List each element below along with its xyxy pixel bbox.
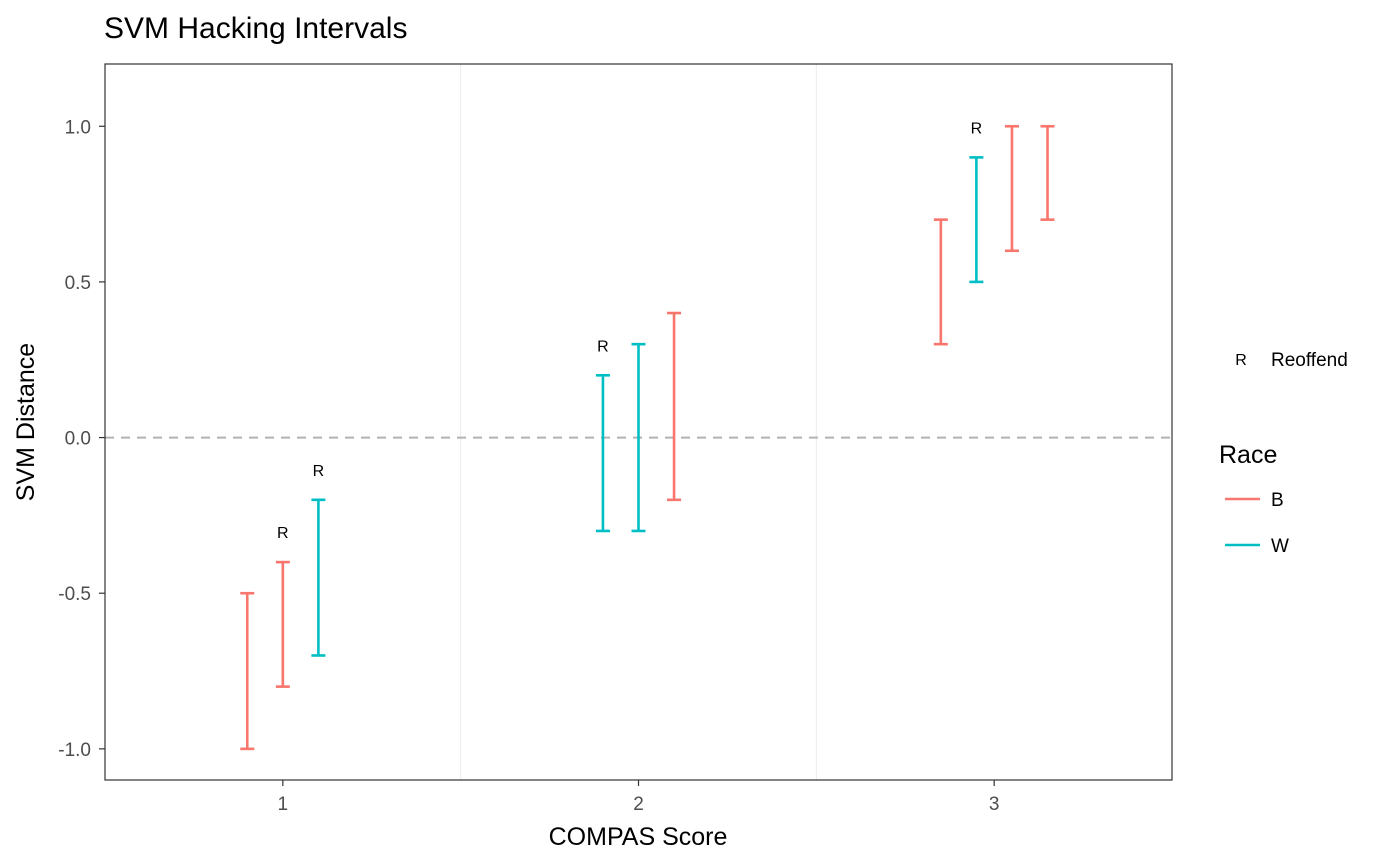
y-tick-label: 0.0 — [65, 429, 91, 450]
reoffend-label: R — [971, 120, 983, 137]
interval-marks: R R R R — [240, 120, 1055, 751]
error-bar-w — [631, 342, 646, 533]
error-bar-b — [1040, 124, 1055, 221]
y-tick-label: 1.0 — [65, 117, 91, 138]
reoffend-label: R — [597, 338, 609, 355]
legend: R Reoffend Race B W — [1219, 350, 1348, 557]
x-axis: 1 2 3 — [278, 780, 1000, 815]
legend-label-w: W — [1271, 536, 1289, 557]
legend-race-title: Race — [1219, 441, 1277, 469]
error-bar-b — [667, 311, 682, 502]
x-tick-label: 1 — [278, 794, 289, 815]
x-tick-label: 2 — [633, 794, 644, 815]
error-bar-b — [240, 591, 255, 751]
legend-reoffend-symbol: R — [1235, 352, 1247, 369]
y-tick-label: -0.5 — [58, 584, 91, 605]
legend-label-b: B — [1271, 490, 1284, 511]
error-bar-w — [595, 374, 610, 533]
error-bar-w — [969, 156, 984, 284]
y-axis: -1.0 -0.5 0.0 0.5 1.0 — [58, 117, 105, 761]
error-bar-b — [933, 218, 948, 346]
legend-reoffend-label: Reoffend — [1271, 350, 1348, 371]
error-bar-b — [275, 560, 290, 688]
error-bar-b — [1004, 124, 1019, 253]
reoffend-label: R — [313, 463, 325, 480]
chart-title: SVM Hacking Intervals — [104, 12, 407, 45]
reoffend-label: R — [277, 525, 289, 542]
y-tick-label: -1.0 — [58, 740, 91, 761]
y-axis-title: SVM Distance — [12, 343, 40, 501]
x-axis-title: COMPAS Score — [549, 823, 728, 851]
x-tick-label: 3 — [989, 794, 1000, 815]
y-tick-label: 0.5 — [65, 273, 91, 294]
error-bar-w — [311, 498, 326, 657]
